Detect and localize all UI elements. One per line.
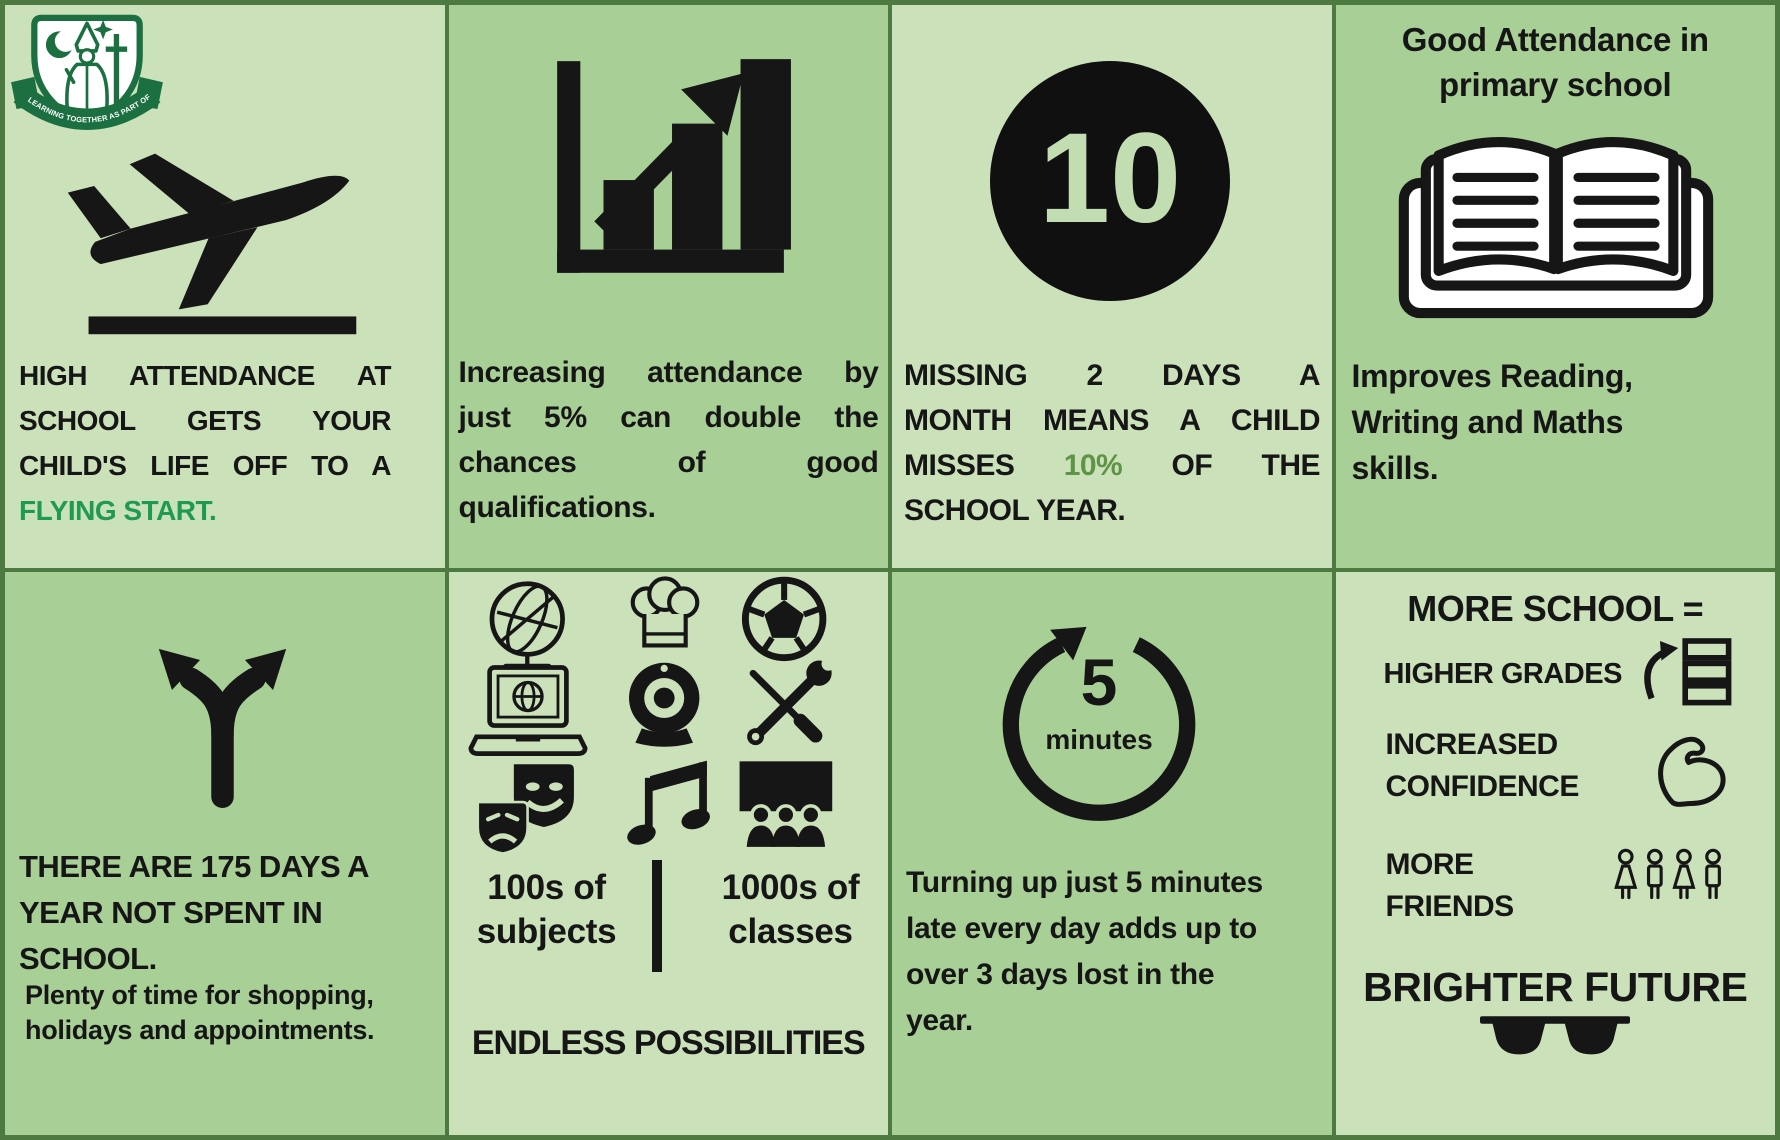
missing-days-text: MISSING 2 DAYS A MONTH MEANS A CHILD MIS… bbox=[904, 353, 1321, 533]
minutes-label: minutes bbox=[1045, 724, 1153, 755]
number-10-badge: 10 bbox=[990, 61, 1230, 301]
panel-175-days: THERE ARE 175 DAYS A YEAR NOT SPENT IN S… bbox=[5, 572, 445, 1135]
confidence-label: INCREASED CONFIDENCE bbox=[1385, 728, 1580, 803]
panel-flying-start: LEARNING TOGETHER AS PART OF GOD'S FAMIL… bbox=[5, 5, 445, 568]
subjects-stat: 100s of subjects bbox=[476, 868, 617, 951]
grades-list-icon bbox=[1643, 638, 1731, 706]
music-note-icon bbox=[626, 760, 710, 845]
school-crest-logo: LEARNING TOGETHER AS PART OF GOD'S FAMIL… bbox=[11, 9, 163, 130]
laptop-internet-icon bbox=[468, 665, 587, 756]
fork-arrows-icon bbox=[158, 648, 287, 808]
classes-stat: 1000s of classes bbox=[721, 868, 860, 951]
text-line: SCHOOL YEAR. bbox=[904, 494, 1126, 527]
growth-chart-icon bbox=[556, 59, 791, 273]
endless-possibilities-title: ENDLESS POSSIBILITIES bbox=[471, 1024, 866, 1062]
bicep-icon bbox=[1657, 736, 1725, 807]
sunglasses-icon bbox=[1479, 1016, 1630, 1055]
panel-more-school: MORE SCHOOL = HIGHER GRADES INCREASED CO… bbox=[1335, 572, 1775, 1135]
panel-5-minutes: 5 minutes Turning up just 5 minutes late… bbox=[892, 572, 1332, 1135]
text-line: Increasing attendance by bbox=[458, 356, 879, 389]
text-line: MONTH MEANS A CHILD bbox=[904, 404, 1321, 437]
text-line: just 5% can double the bbox=[458, 401, 879, 434]
runway-line bbox=[88, 316, 357, 335]
panel-increasing-attendance: Increasing attendance by just 5% can dou… bbox=[448, 5, 888, 568]
football-icon bbox=[741, 576, 826, 662]
accent-percent: 10% bbox=[1063, 449, 1123, 482]
text-line: chances of good bbox=[458, 446, 879, 479]
minutes-number: 5 bbox=[1080, 645, 1118, 719]
text-line: HIGH ATTENDANCE AT bbox=[19, 360, 392, 391]
text-line: MISSES 10% OF THE bbox=[904, 449, 1321, 482]
text-line: qualifications. bbox=[458, 491, 657, 524]
clock-rotation-icon bbox=[1002, 626, 1196, 821]
theatre-masks-icon bbox=[476, 764, 574, 855]
chef-hat-icon bbox=[630, 576, 699, 648]
panel-missing-days: 10 MISSING 2 DAYS A MONTH MEANS A CHILD … bbox=[892, 5, 1332, 568]
higher-grades-label: HIGHER GRADES bbox=[1383, 658, 1623, 690]
text-line: MISSING 2 DAYS A bbox=[904, 359, 1321, 392]
more-school-heading: MORE SCHOOL = bbox=[1407, 588, 1704, 629]
classroom-icon bbox=[739, 761, 832, 847]
increasing-attendance-text: Increasing attendance by just 5% can dou… bbox=[459, 350, 879, 530]
friends-label: MORE FRIENDS bbox=[1385, 848, 1515, 923]
text-line: SCHOOL GETS YOUR bbox=[19, 405, 392, 436]
badge-number: 10 bbox=[1038, 107, 1182, 250]
airplane-takeoff-icon bbox=[67, 153, 357, 335]
days-text: THERE ARE 175 DAYS A YEAR NOT SPENT IN S… bbox=[19, 849, 370, 976]
star-icon bbox=[93, 19, 113, 40]
text-line: CHILD'S LIFE OFF TO A bbox=[19, 450, 392, 481]
panel-primary-school: Good Attendance in primary school Improv… bbox=[1335, 5, 1775, 568]
friends-group-icon bbox=[1613, 848, 1721, 900]
panel-endless-possibilities: 100s of subjects 1000s of classes ENDLES… bbox=[448, 572, 888, 1135]
late-text: Turning up just 5 minutes late every day… bbox=[906, 866, 1263, 1037]
primary-benefits-text: Improves Reading, Writing and Maths skil… bbox=[1351, 358, 1634, 486]
open-book-icon bbox=[1398, 137, 1713, 319]
flying-start-text: HIGH ATTENDANCE AT SCHOOL GETS YOUR CHIL… bbox=[19, 353, 392, 533]
stat-divider bbox=[651, 860, 662, 972]
days-subtext: Plenty of time for shopping, holidays an… bbox=[25, 980, 375, 1045]
brighter-future-title: BRIGHTER FUTURE bbox=[1363, 964, 1748, 1010]
webcam-icon bbox=[628, 662, 699, 747]
primary-heading: Good Attendance in primary school bbox=[1401, 21, 1709, 103]
tools-icon bbox=[746, 658, 835, 746]
accent-line: FLYING START. bbox=[19, 495, 217, 526]
